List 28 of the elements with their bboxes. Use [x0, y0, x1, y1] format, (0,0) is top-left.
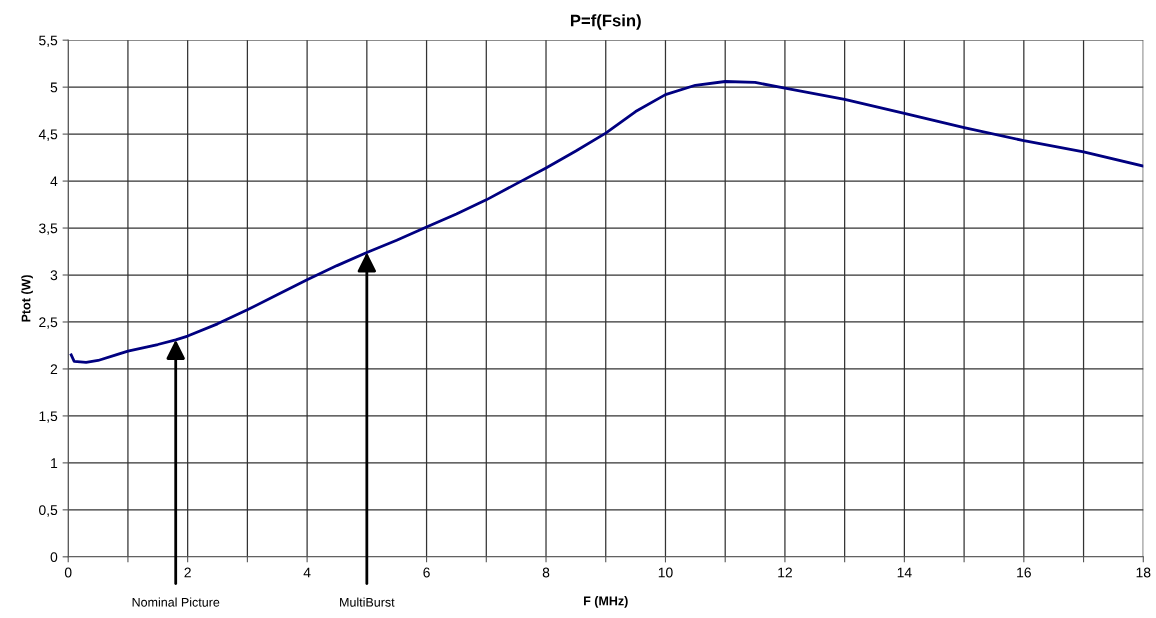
y-tick-label: 2,5: [39, 317, 58, 329]
y-tick-label: 2: [50, 364, 58, 374]
y-tick-label: 1: [51, 458, 58, 468]
y-tick-label: 0,5: [39, 505, 58, 517]
x-tick-label: 14: [897, 567, 912, 578]
x-tick-label: 0: [64, 567, 72, 578]
y-tick-label: 4: [50, 176, 58, 187]
y-tick-label: 5,5: [39, 35, 58, 47]
x-tick-label: 16: [1017, 567, 1031, 578]
annotation: Nominal Picture: [132, 597, 220, 607]
y-tick-label: 0: [50, 552, 58, 562]
line-series: [69, 80, 1144, 364]
y-tick-label: 3,5: [39, 223, 58, 235]
y-axis-title: Ptot (W): [21, 275, 33, 322]
x-tick-label: 10: [658, 567, 673, 578]
y-tick-label: 3: [50, 270, 58, 281]
x-tick-label: 18: [1136, 567, 1151, 578]
x-tick-label: 12: [778, 567, 792, 578]
chart-title: P=f(Fsin): [570, 14, 641, 30]
x-tick-label: 8: [542, 567, 550, 578]
y-tick-label: 4,5: [38, 129, 58, 141]
x-tick-label: 4: [303, 567, 311, 578]
x-axis-title: F (MHz): [584, 596, 628, 608]
x-tick-label: 6: [423, 567, 430, 578]
y-tick-label: 5: [50, 82, 58, 93]
y-tick-label: 1,5: [39, 411, 58, 423]
x-tick-label: 2: [184, 567, 191, 578]
annotation: MultiBurst: [340, 597, 395, 607]
